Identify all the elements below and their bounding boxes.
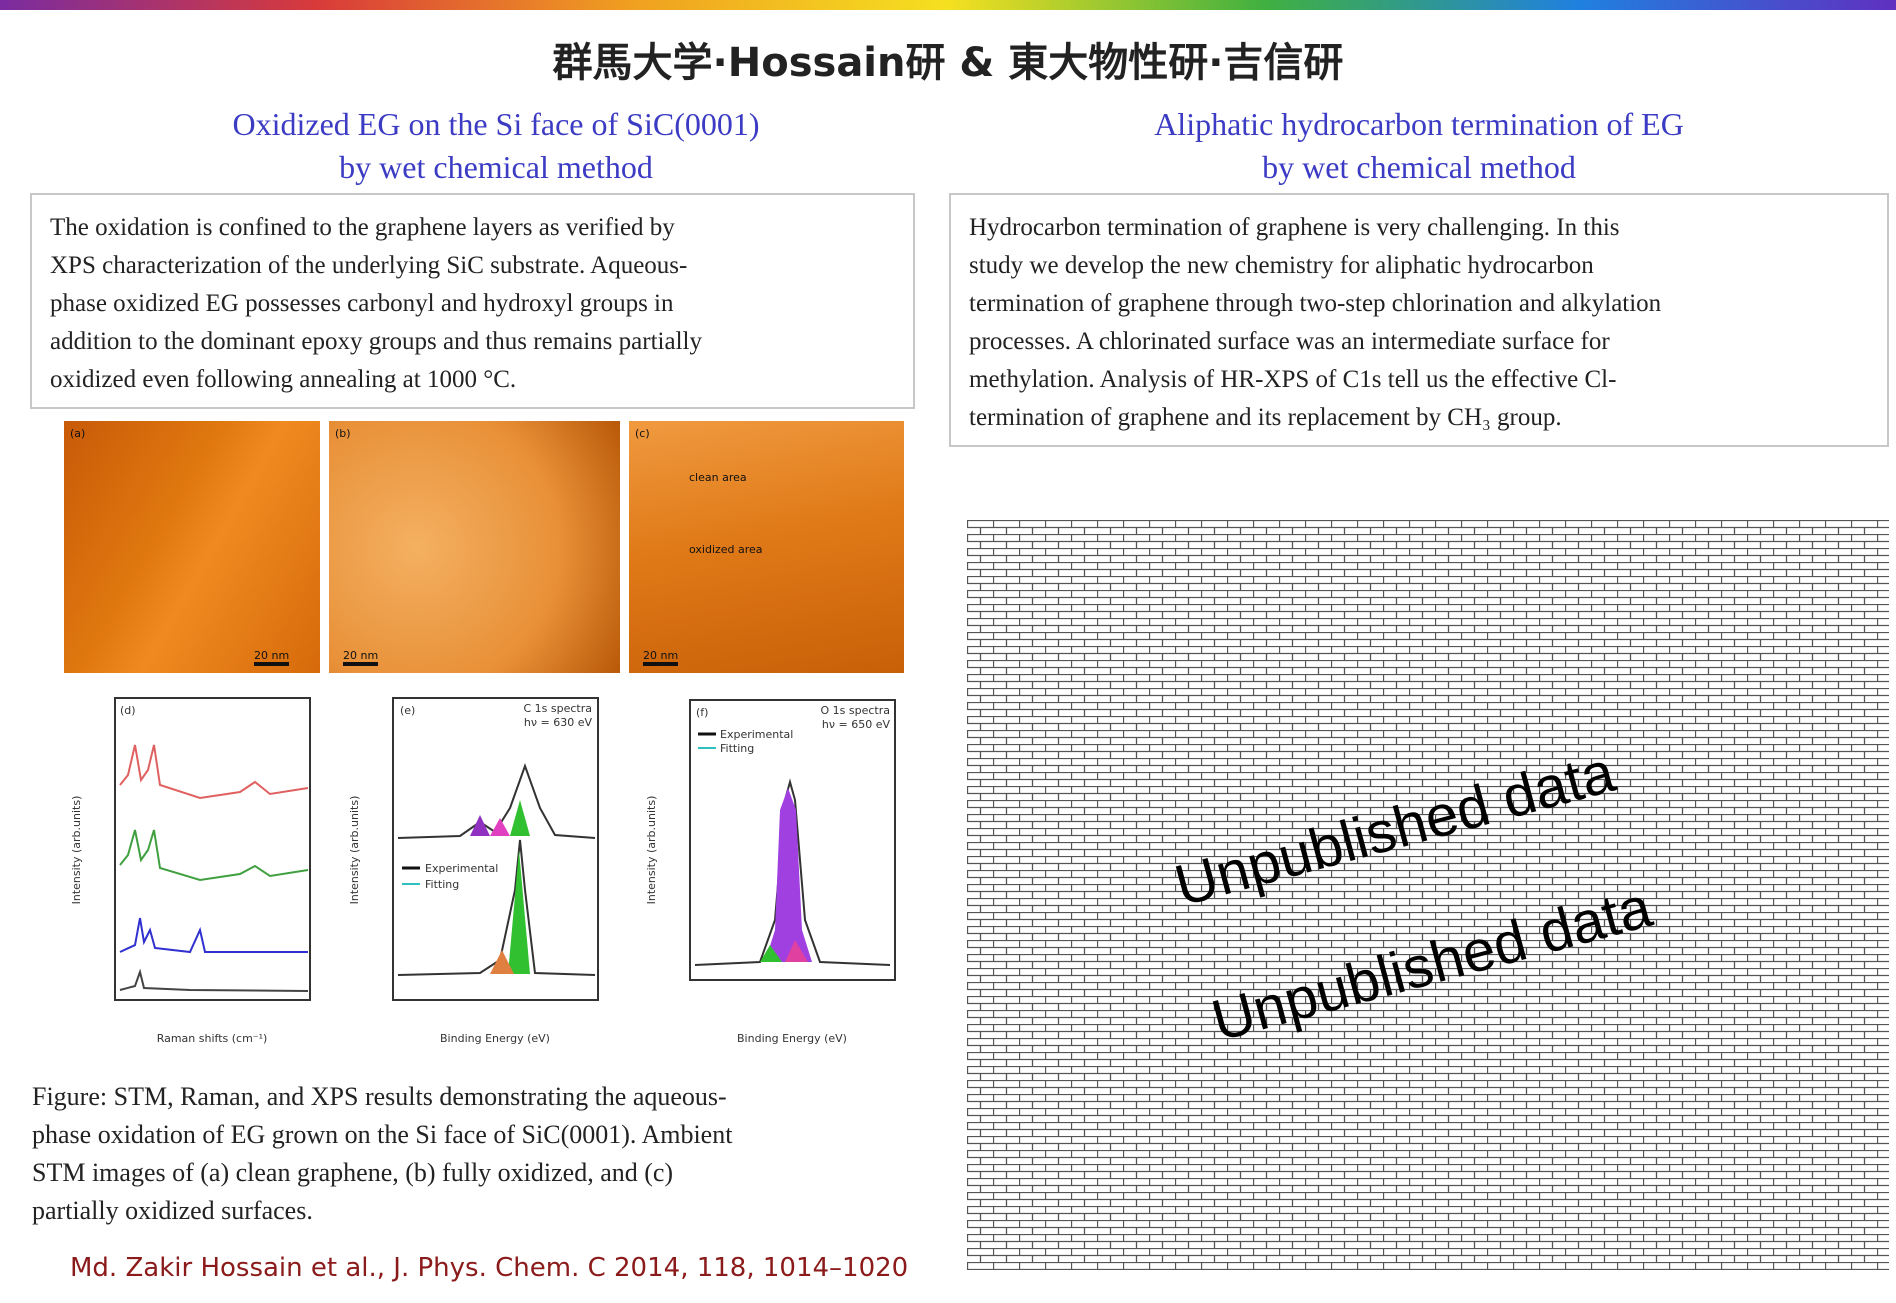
annotation: oxidized area [689,543,763,556]
legend-entry: Experimental [720,728,793,741]
slide-title: 群馬大学·Hossain研 & 東大物性研·吉信研 [0,30,1896,88]
heading-line: by wet chemical method [949,146,1889,189]
slide: 群馬大学·Hossain研 & 東大物性研·吉信研 Oxidized EG on… [0,0,1896,1303]
y-axis-label: Intensity (arb.units) [348,796,361,905]
heading-line: Oxidized EG on the Si face of SiC(0001) [30,103,962,146]
right-text-box: Hydrocarbon termination of graphene is v… [949,193,1889,447]
annotation: clean area [689,471,747,484]
plot-note: C 1s spectra [523,702,592,715]
caption-line: phase oxidation of EG grown on the Si fa… [32,1116,732,1154]
x-axis-label: Binding Energy (eV) [440,1032,550,1045]
rainbow-bar [0,0,1896,10]
body-line: methylation. Analysis of HR-XPS of C1s t… [969,361,1869,399]
x-axis-label: Raman shifts (cm⁻¹) [157,1032,268,1045]
y-axis-label: Intensity (arb.units) [70,796,83,905]
body-line: termination of graphene through two-step… [969,285,1869,323]
caption-line: partially oxidized surfaces. [32,1192,732,1230]
panel-label: (a) [70,427,85,440]
heading-line: by wet chemical method [30,146,962,189]
figure-caption: Figure: STM, Raman, and XPS results demo… [32,1078,732,1230]
panel-label: (c) [635,427,650,440]
stm-image: (b) 20 nm [329,421,620,673]
legend-entry: Fitting [720,742,754,755]
hatched-placeholder [967,520,1889,1270]
panel-label: (d) [120,704,136,717]
heading-line: Aliphatic hydrocarbon termination of EG [949,103,1889,146]
body-line: study we develop the new chemistry for a… [969,247,1869,285]
body-line: addition to the dominant epoxy groups an… [50,323,895,361]
plot-note: O 1s spectra [821,704,891,717]
right-heading: Aliphatic hydrocarbon termination of EG … [949,103,1889,189]
scale-bar: 20 nm [254,649,289,666]
caption-line: Figure: STM, Raman, and XPS results demo… [32,1078,732,1116]
left-text-box: The oxidation is confined to the graphen… [30,193,915,409]
caption-line: STM images of (a) clean graphene, (b) fu… [32,1154,732,1192]
stm-image: (c) clean area oxidized area 20 nm [629,421,904,673]
legend-entry: Experimental [425,862,498,875]
body-line: XPS characterization of the underlying S… [50,247,895,285]
legend-entry: Fitting [425,878,459,891]
body-line: processes. A chlorinated surface was an … [969,323,1869,361]
body-line: oxidized even following annealing at 100… [50,361,895,399]
plot-note: hν = 630 eV [524,716,593,729]
citation: Md. Zakir Hossain et al., J. Phys. Chem.… [70,1253,908,1283]
body-line: Hydrocarbon termination of graphene is v… [969,209,1869,247]
scale-bar: 20 nm [643,649,678,666]
body-line: termination of graphene and its replacem… [969,399,1869,437]
c1s-plot: (e) C 1s spectra hν = 630 eV Experimenta… [348,698,598,1045]
raman-plot: (d) Raman shifts (cm⁻¹) Intensity (arb.u… [70,698,310,1045]
left-heading: Oxidized EG on the Si face of SiC(0001) … [30,103,962,189]
spectra-plots: (d) Raman shifts (cm⁻¹) Intensity (arb.u… [40,690,920,1065]
o1s-plot: (f) O 1s spectra hν = 650 eV Experimenta… [645,700,895,1045]
plot-note: hν = 650 eV [822,718,891,731]
panel-label: (b) [335,427,351,440]
stm-image: (a) 20 nm [64,421,320,673]
panel-label: (f) [696,706,708,719]
y-axis-label: Intensity (arb.units) [645,796,658,905]
panel-label: (e) [400,704,415,717]
body-line: The oxidation is confined to the graphen… [50,209,895,247]
scale-bar: 20 nm [343,649,378,666]
x-axis-label: Binding Energy (eV) [737,1032,847,1045]
body-line: phase oxidized EG possesses carbonyl and… [50,285,895,323]
